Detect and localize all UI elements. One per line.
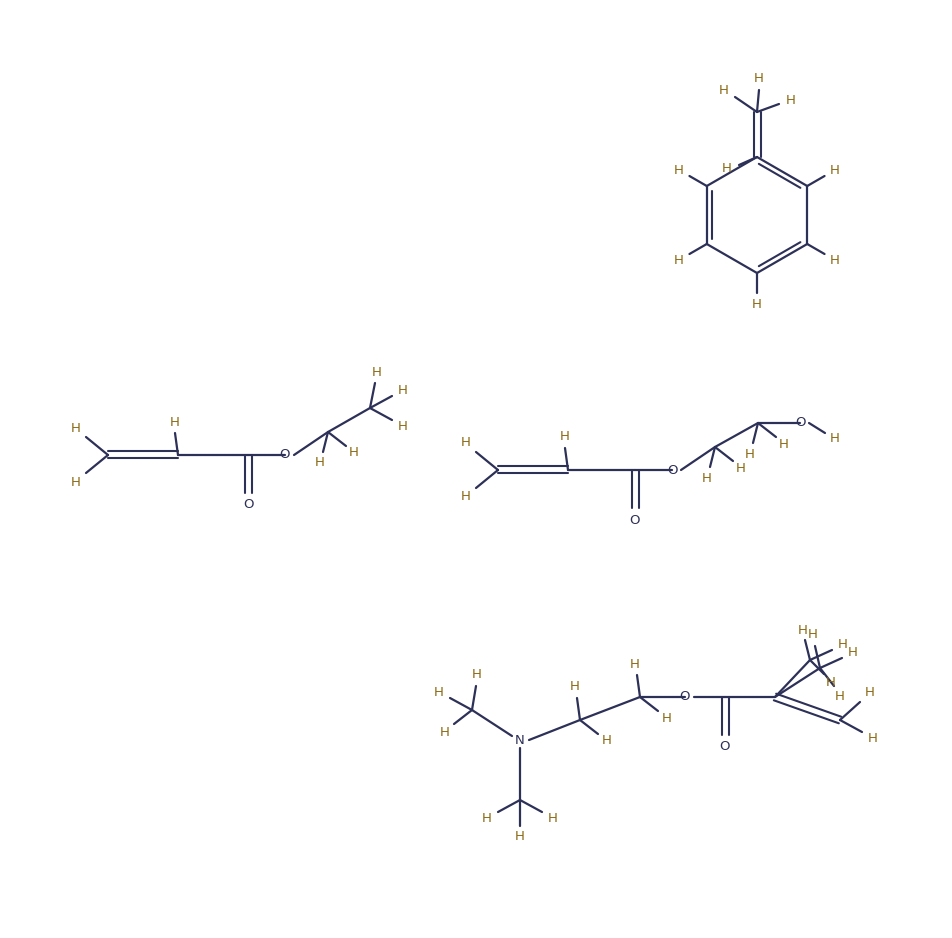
Text: H: H <box>461 491 471 504</box>
Text: H: H <box>702 472 712 485</box>
Text: H: H <box>674 253 684 266</box>
Text: O: O <box>243 498 253 511</box>
Text: O: O <box>795 416 805 430</box>
Text: H: H <box>398 419 408 432</box>
Text: H: H <box>798 624 808 637</box>
Text: H: H <box>630 658 640 671</box>
Text: H: H <box>865 687 875 700</box>
Text: H: H <box>560 431 570 444</box>
Text: H: H <box>461 436 471 449</box>
Text: H: H <box>830 163 840 176</box>
Text: H: H <box>434 686 444 699</box>
Text: H: H <box>570 680 580 693</box>
Text: H: H <box>830 253 840 266</box>
Text: H: H <box>868 732 878 745</box>
Text: O: O <box>280 448 290 461</box>
Text: H: H <box>398 384 408 397</box>
Text: H: H <box>440 725 450 738</box>
Text: H: H <box>848 646 858 659</box>
Text: H: H <box>71 476 81 489</box>
Text: H: H <box>170 416 180 429</box>
Text: H: H <box>808 628 818 642</box>
Text: O: O <box>630 513 641 526</box>
Text: N: N <box>515 734 525 747</box>
Text: O: O <box>720 740 730 753</box>
Text: H: H <box>835 689 845 703</box>
Text: H: H <box>515 830 525 843</box>
Text: H: H <box>602 734 612 748</box>
Text: H: H <box>349 446 359 460</box>
Text: H: H <box>372 366 382 379</box>
Text: O: O <box>666 463 677 477</box>
Text: H: H <box>736 461 746 475</box>
Text: H: H <box>719 83 729 97</box>
Text: H: H <box>722 162 732 175</box>
Text: O: O <box>680 690 690 704</box>
Text: H: H <box>752 298 762 311</box>
Text: H: H <box>838 639 848 652</box>
Text: H: H <box>754 71 764 84</box>
Text: H: H <box>315 457 325 470</box>
Text: H: H <box>472 669 482 682</box>
Text: H: H <box>71 421 81 434</box>
Text: H: H <box>674 163 684 176</box>
Text: H: H <box>786 94 796 107</box>
Text: H: H <box>548 811 558 825</box>
Text: H: H <box>779 437 789 450</box>
Text: H: H <box>482 811 492 825</box>
Text: H: H <box>830 431 840 445</box>
Text: H: H <box>826 676 836 689</box>
Text: H: H <box>662 712 672 724</box>
Text: H: H <box>745 447 755 461</box>
